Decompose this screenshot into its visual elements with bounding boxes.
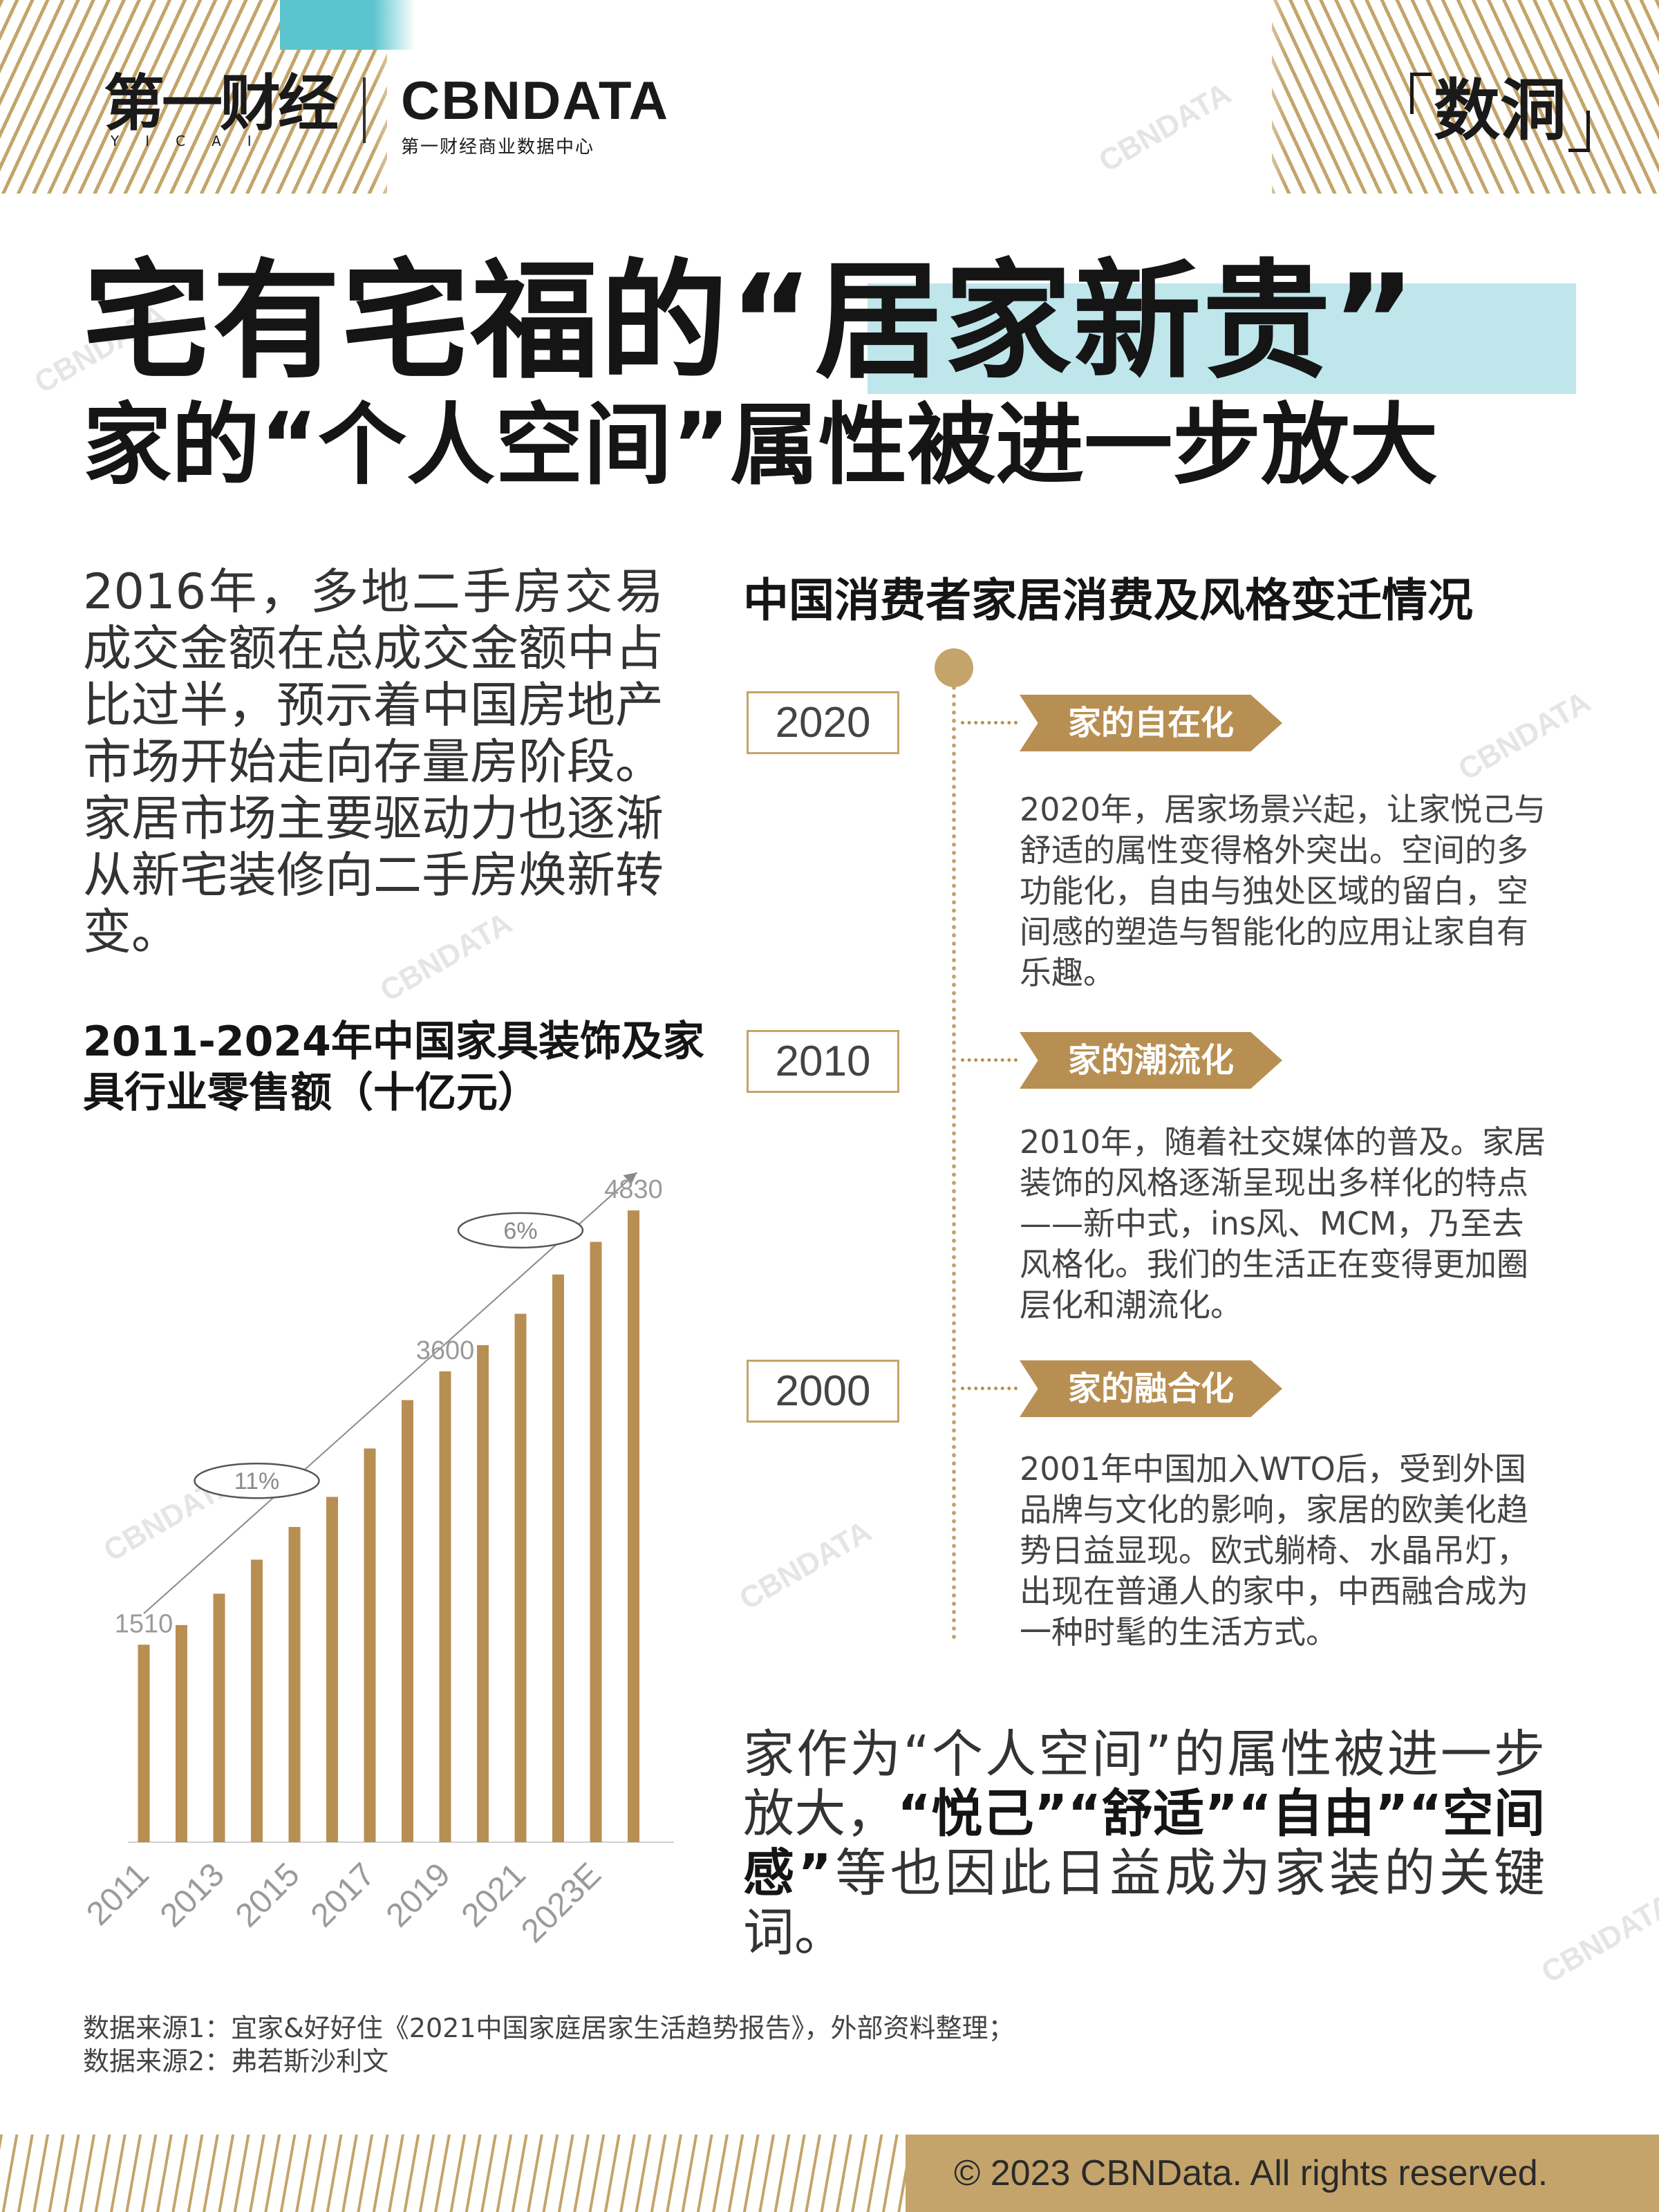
bracket-right-icon bbox=[1568, 111, 1590, 152]
cbndata-logo-text: CBNDATA bbox=[401, 70, 670, 131]
logo-divider bbox=[363, 77, 366, 143]
timeline-tag-2010: 家的潮流化 bbox=[1020, 1032, 1282, 1089]
header-fade bbox=[0, 0, 1659, 194]
intro-paragraph: 2016年，多地二手房交易成交金额在总成交金额中占比过半，预示着中国房地产市场开… bbox=[83, 563, 664, 960]
watermark: CBNDATA bbox=[1535, 1887, 1659, 1990]
growth-badge bbox=[194, 1462, 320, 1499]
growth-label: 6% bbox=[503, 1218, 537, 1244]
bar-2012 bbox=[176, 1624, 187, 1842]
bracket-left-icon bbox=[1410, 73, 1432, 114]
bar-2017 bbox=[364, 1448, 376, 1842]
watermark: CBNDATA bbox=[733, 1514, 877, 1617]
page-title: 宅有宅福的“居家新贵” bbox=[83, 247, 1418, 396]
yicai-logo-sub: YICAI bbox=[111, 133, 278, 149]
bar-2014 bbox=[251, 1559, 263, 1842]
trend-arrow-line bbox=[143, 1172, 638, 1615]
bar-2024E bbox=[628, 1210, 639, 1842]
conclusion-text: 家作为“个人空间”的属性被进一步放大， bbox=[743, 1725, 1545, 1844]
timeline-text-2000: 2001年中国加入WTO后，受到外国品牌与文化的影响，家居的欧美化趋势日益显现。… bbox=[1020, 1450, 1528, 1651]
conclusion-text-end: 等也因此日益成为家装的关键词。 bbox=[743, 1844, 1546, 1962]
conclusion-keywords: “悦己”“舒适”“自由”“空间感” bbox=[743, 1784, 1546, 1903]
shudong-logo: 数洞 bbox=[1410, 59, 1590, 162]
x-tick-label: 2011 bbox=[83, 1856, 156, 1932]
title-highlight bbox=[868, 283, 1576, 394]
bar-2023E bbox=[590, 1241, 602, 1842]
bar-2015 bbox=[288, 1526, 301, 1842]
cbndata-logo-sub: 第一财经商业数据中心 bbox=[401, 137, 595, 158]
source-line-2: 数据来源2：弗若斯沙利文 bbox=[83, 2046, 389, 2077]
yicai-logo-text: 第一财经 bbox=[104, 68, 339, 139]
timeline-year-2020: 2020 bbox=[747, 691, 899, 754]
footer-bar bbox=[906, 2135, 1659, 2212]
chart-title: 2011-2024年中国家具装饰及家具行业零售额（十亿元） bbox=[83, 1018, 704, 1117]
timeline-connector bbox=[961, 1387, 1018, 1390]
data-sources: 数据来源1：宜家&好好住《2021中国家庭居家生活趋势报告》，外部资料整理； 数… bbox=[83, 2012, 1465, 2078]
bar-2019 bbox=[439, 1371, 451, 1842]
timeline-year-2000: 2000 bbox=[747, 1360, 899, 1423]
growth-badge bbox=[457, 1212, 584, 1249]
timeline-dot bbox=[935, 648, 973, 687]
decorative-stripes-bottom bbox=[0, 2135, 906, 2212]
data-label-2019: 3600 bbox=[416, 1336, 475, 1365]
source-line-1: 数据来源1：宜家&好好住《2021中国家庭居家生活趋势报告》，外部资料整理； bbox=[83, 2013, 1015, 2043]
x-tick-label: 2019 bbox=[379, 1856, 458, 1934]
shudong-logo-text: 数洞 bbox=[1434, 72, 1566, 149]
cbndata-logo: CBNDATA 第一财经商业数据中心 bbox=[401, 69, 677, 158]
conclusion-paragraph: 家作为“个人空间”的属性被进一步放大，“悦己”“舒适”“自由”“空间感”等也因此… bbox=[743, 1725, 1545, 1962]
growth-label: 11% bbox=[234, 1468, 280, 1494]
timeline-title: 中国消费者家居消费及风格变迁情况 bbox=[743, 574, 1473, 627]
timeline-text-2020: 2020年，居家场景兴起，让家悦己与舒适的属性变得格外突出。空间的多功能化，自由… bbox=[1020, 791, 1546, 991]
bar-2016 bbox=[326, 1497, 338, 1842]
bar-2021 bbox=[514, 1313, 527, 1842]
timeline-connector bbox=[961, 1058, 1018, 1062]
bar-2011 bbox=[138, 1644, 150, 1842]
timeline-tag-2020: 家的自在化 bbox=[1020, 695, 1282, 751]
timeline-tag-2000: 家的融合化 bbox=[1020, 1360, 1282, 1417]
data-label-2011: 1510 bbox=[115, 1609, 174, 1638]
timeline-text-2010: 2010年，随着社交媒体的普及。家居装饰的风格逐渐呈现出多样化的特点——新中式，… bbox=[1020, 1123, 1546, 1324]
page-subtitle: 家的“个人空间”属性被进一步放大 bbox=[83, 394, 1438, 497]
watermark: CBNDATA bbox=[1452, 684, 1596, 787]
bar-2013 bbox=[213, 1593, 225, 1842]
timeline-year-2010: 2010 bbox=[747, 1030, 899, 1093]
bar-2022 bbox=[552, 1274, 564, 1842]
bar-2020 bbox=[477, 1344, 489, 1842]
copyright: © 2023 CBNData. All rights reserved. bbox=[954, 2153, 1548, 2193]
x-tick-label: 2017 bbox=[304, 1856, 382, 1934]
timeline-axis bbox=[952, 686, 956, 1640]
x-tick-label: 2023E bbox=[514, 1856, 608, 1950]
trend-arrow-head-icon bbox=[623, 1172, 637, 1185]
timeline-connector bbox=[961, 721, 1018, 724]
yicai-logo: 第一财经 YICAI bbox=[104, 69, 339, 152]
x-tick-label: 2013 bbox=[153, 1856, 232, 1934]
data-label-2024E: 4830 bbox=[604, 1175, 663, 1204]
x-tick-label: 2015 bbox=[229, 1856, 307, 1934]
bar-2018 bbox=[402, 1400, 413, 1842]
